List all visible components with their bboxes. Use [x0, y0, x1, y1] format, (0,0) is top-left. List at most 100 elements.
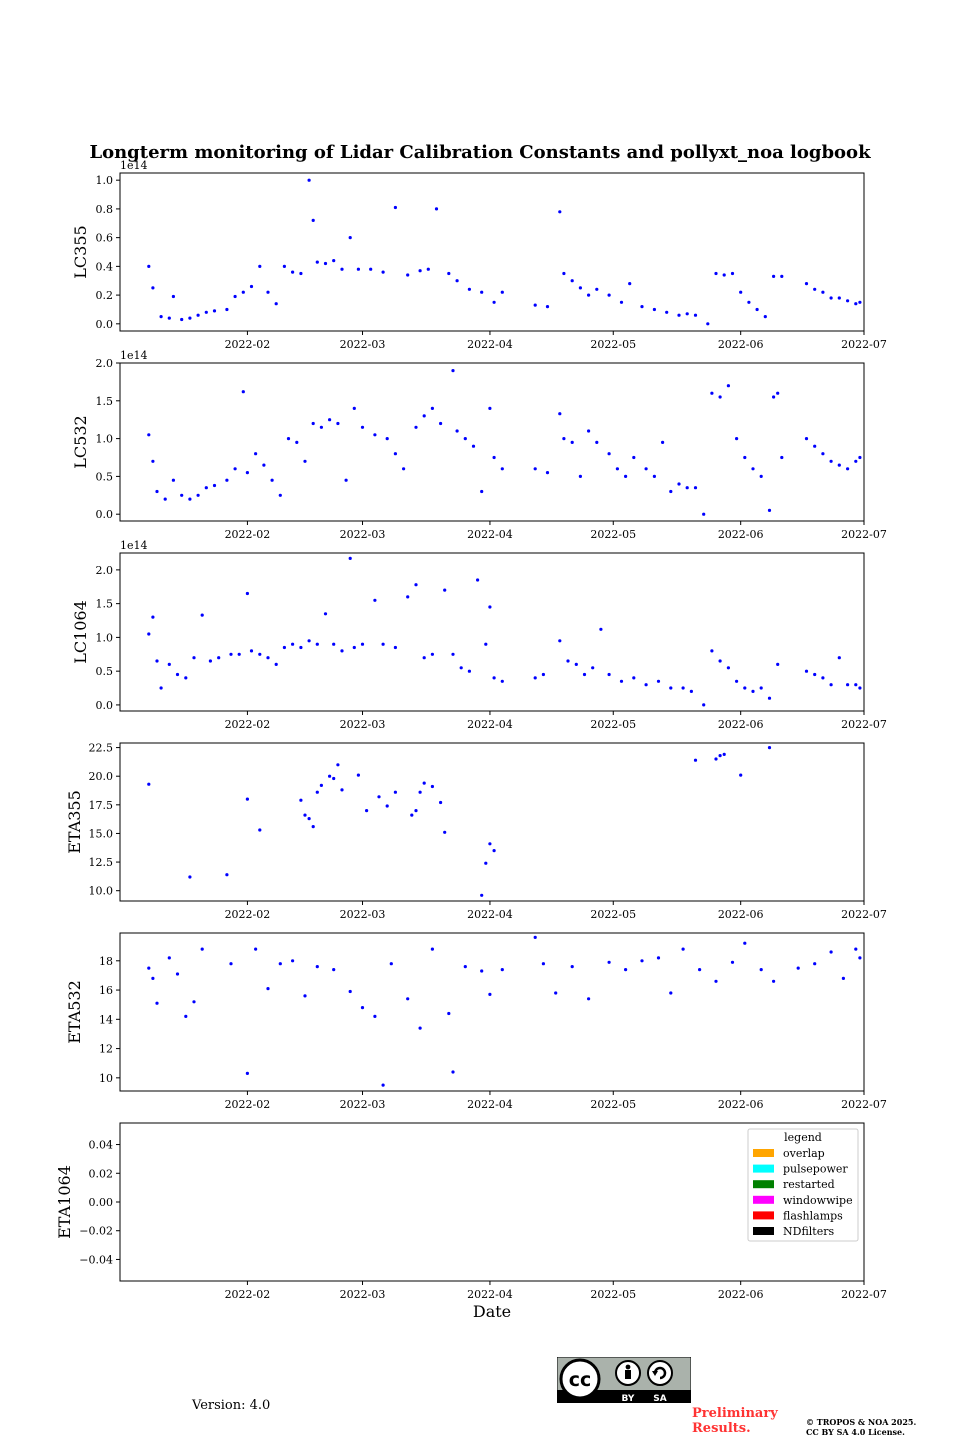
data-point	[352, 406, 356, 410]
data-point	[739, 773, 743, 777]
data-point	[570, 965, 574, 969]
data-point	[208, 659, 212, 663]
x-tick-label: 2022-04	[467, 528, 513, 541]
data-points	[147, 556, 862, 707]
data-point	[373, 598, 377, 602]
data-point	[332, 968, 336, 972]
data-point	[418, 790, 422, 794]
data-point	[196, 313, 200, 317]
data-point	[286, 437, 291, 441]
x-tick-label: 2022-05	[590, 908, 636, 921]
cc-icon: cc	[569, 1369, 592, 1391]
data-point	[718, 659, 722, 663]
data-point	[414, 425, 418, 429]
data-point	[718, 395, 722, 399]
data-point	[319, 425, 323, 429]
data-point	[278, 962, 282, 966]
y-axis-label: ETA355	[65, 790, 84, 854]
legend-swatch-pulsepower	[753, 1164, 774, 1173]
data-point	[492, 455, 496, 460]
x-tick-label: 2022-03	[340, 908, 386, 921]
data-point	[656, 679, 661, 683]
data-point	[184, 1014, 188, 1019]
data-point	[743, 941, 747, 945]
data-point	[751, 467, 755, 471]
data-point	[533, 467, 537, 471]
data-point	[780, 455, 784, 460]
data-point	[340, 788, 344, 792]
data-point	[488, 406, 492, 410]
data-point	[710, 649, 714, 653]
data-point	[434, 207, 439, 211]
data-point	[541, 962, 546, 966]
data-point	[385, 437, 389, 441]
data-point	[804, 437, 809, 441]
x-tick-label: 2022-03	[340, 1288, 386, 1301]
x-tick-label: 2022-02	[225, 338, 271, 351]
data-point	[180, 317, 184, 322]
data-point	[846, 299, 850, 303]
axes-frame	[119, 932, 865, 1092]
data-point	[266, 656, 270, 660]
data-point	[307, 817, 311, 821]
data-point	[430, 652, 434, 656]
data-point	[373, 1014, 377, 1019]
data-point	[471, 444, 476, 448]
data-point	[299, 645, 303, 650]
data-point	[159, 686, 163, 690]
data-point	[299, 271, 303, 276]
y-tick-label: 18	[99, 955, 113, 968]
data-point	[225, 478, 229, 482]
data-point	[192, 1000, 196, 1004]
data-point	[443, 830, 447, 834]
data-point	[624, 474, 628, 478]
data-point	[426, 267, 430, 271]
data-point	[336, 763, 340, 767]
y-tick-label: 1.0	[96, 433, 114, 446]
data-point	[430, 784, 434, 789]
y-tick-label: 0.8	[96, 203, 114, 216]
x-tick-label: 2022-07	[841, 1098, 887, 1111]
data-point	[389, 962, 393, 966]
data-point	[307, 639, 311, 643]
data-point	[348, 989, 352, 994]
data-point	[467, 287, 471, 291]
x-tick-label: 2022-03	[340, 528, 386, 541]
data-point	[837, 656, 841, 660]
x-tick-label: 2022-05	[590, 528, 636, 541]
data-point	[192, 656, 196, 660]
y-tick-label: 22.5	[89, 742, 114, 755]
data-point	[693, 313, 698, 317]
data-point	[233, 467, 237, 471]
version-label: Version: 4.0	[192, 1398, 271, 1413]
data-point	[315, 790, 319, 794]
data-point	[587, 429, 591, 433]
data-point	[439, 421, 443, 426]
data-point	[488, 842, 492, 846]
data-point	[656, 956, 661, 960]
data-point	[171, 294, 175, 299]
copyright-line-1: © TROPOS & NOA 2025.	[806, 1417, 917, 1427]
data-point	[821, 452, 825, 456]
data-point	[578, 286, 583, 290]
data-point	[147, 264, 151, 268]
data-point	[447, 271, 451, 276]
data-point	[311, 218, 315, 222]
data-point	[217, 656, 221, 660]
data-point	[245, 471, 249, 475]
data-point	[500, 679, 504, 683]
data-point	[381, 270, 385, 274]
data-point	[159, 315, 163, 319]
data-point	[315, 965, 319, 969]
data-point	[492, 849, 496, 853]
data-point	[278, 493, 282, 497]
data-point	[698, 968, 702, 972]
data-point	[644, 467, 648, 471]
data-point	[323, 612, 328, 616]
data-point	[266, 987, 270, 991]
data-point	[500, 968, 504, 972]
data-point	[282, 645, 286, 650]
data-point	[381, 642, 385, 646]
data-point	[558, 639, 562, 643]
